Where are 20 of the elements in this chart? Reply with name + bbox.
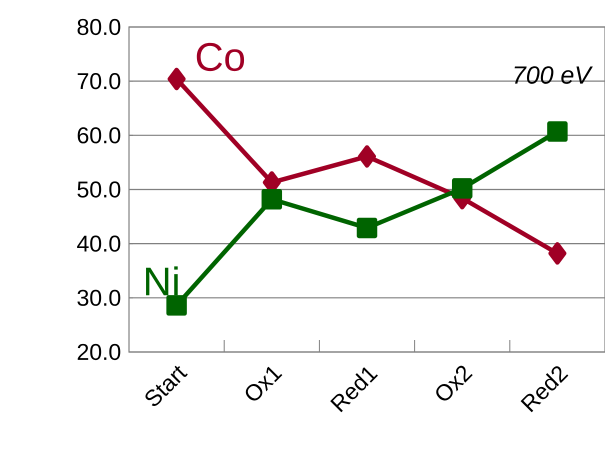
point xyxy=(548,242,566,265)
point xyxy=(168,68,186,90)
point xyxy=(452,178,472,199)
point xyxy=(262,188,282,210)
y-tick-label: 30.0 xyxy=(77,290,120,306)
annotation: 700 eV xyxy=(514,66,593,84)
x-tick-label: Ox2 xyxy=(436,366,473,400)
y-tick-label: 50.0 xyxy=(77,181,120,198)
point xyxy=(358,145,376,168)
y-tick-label: 40.0 xyxy=(77,236,120,252)
point xyxy=(547,121,568,142)
y-tick-label: 80.0 xyxy=(78,18,120,36)
y-tick-label: 20.0 xyxy=(78,344,120,360)
point xyxy=(166,295,187,316)
point xyxy=(356,218,378,238)
y-tick-label: 70.0 xyxy=(78,73,120,90)
y-tick-label: 60.0 xyxy=(78,127,120,144)
series-label: Co xyxy=(196,42,244,72)
series-label: Ni xyxy=(146,266,178,296)
x-tick-label: Ox1 xyxy=(246,366,282,400)
